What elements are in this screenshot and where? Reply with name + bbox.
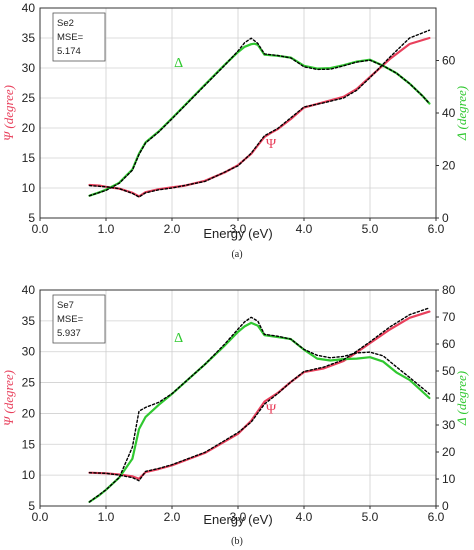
y-right-tick-label: 50 — [442, 364, 456, 378]
y-left-tick-label: 25 — [22, 376, 36, 390]
legend-frame — [52, 294, 106, 344]
y-left-tick-label: 10 — [22, 181, 36, 195]
x-tick-label: 5.0 — [362, 222, 379, 236]
delta-label: Δ — [174, 331, 183, 346]
legend-line: MSE= — [57, 32, 84, 43]
y-left-axis-title: Ψ (degree) — [1, 85, 16, 141]
x-tick-label: 6.0 — [428, 510, 445, 524]
y-right-tick-label: 10 — [442, 472, 456, 486]
y-left-tick-label: 35 — [22, 314, 36, 328]
y-right-tick-label: 60 — [442, 337, 456, 351]
grid-lines — [39, 289, 437, 507]
chart-panel-b: 0.0 1.0 2.0 3.0 4.0 5.0 6.0 5 10 15 20 25 30 35 40 0 10 2… — [1, 283, 469, 547]
y-left-tick-label: 15 — [22, 151, 36, 165]
series-line-psi — [88, 310, 431, 480]
fit-line-delta — [88, 37, 431, 197]
x-tick-label: 1.0 — [98, 222, 115, 236]
y-left-tick-label: 25 — [22, 91, 36, 105]
delta-label: Δ — [174, 56, 183, 71]
legend-line: Se7 — [57, 300, 74, 311]
y-right-tick-label: 70 — [442, 310, 456, 324]
y-right-tick-label: 40 — [442, 106, 456, 120]
x-tick-label: 4.0 — [296, 222, 313, 236]
x-tick-label: 3.0 — [230, 222, 247, 236]
y-left-tick-label: 40 — [22, 1, 36, 15]
x-tick-label: 3.0 — [230, 510, 247, 524]
y-right-axis-title: Δ (degree) — [454, 86, 469, 141]
y-left-tick-label: 20 — [22, 406, 36, 420]
x-tick-label: 5.0 — [362, 510, 379, 524]
legend-box: Se2 MSE= 5.174 — [52, 12, 106, 62]
fit-line-psi — [88, 307, 431, 482]
y-right-tick-label: 80 — [442, 283, 456, 297]
x-tick-label: 4.0 — [296, 510, 313, 524]
legend-frame — [52, 12, 106, 62]
y-right-tick-label: 30 — [442, 418, 456, 432]
panel-caption: (b) — [231, 536, 243, 547]
y-right-axis-title: Δ (degree) — [454, 371, 469, 426]
y-right-tick-label: 60 — [442, 54, 456, 68]
x-tick-label: 2.0 — [164, 222, 181, 236]
x-axis-title: Energy (eV) — [203, 226, 272, 241]
y-right-tick-label: 20 — [442, 159, 456, 173]
x-tick-label: 1.0 — [98, 510, 115, 524]
x-tick-label: 0.0 — [32, 222, 49, 236]
series-line-delta — [88, 321, 431, 503]
y-left-tick-label: 35 — [22, 31, 36, 45]
legend-line: Se2 — [57, 18, 74, 29]
psi-label: Ψ — [266, 137, 277, 152]
x-tick-label: 2.0 — [164, 510, 181, 524]
legend-box: Se7 MSE= 5.937 — [52, 294, 106, 344]
y-left-tick-label: 15 — [22, 437, 36, 451]
fit-line-delta — [88, 316, 431, 503]
y-left-tick-label: 30 — [22, 61, 36, 75]
x-tick-label: 0.0 — [32, 510, 49, 524]
y-left-tick-label: 10 — [22, 468, 36, 482]
panel-caption: (a) — [231, 249, 242, 260]
y-right-tick-label: 20 — [442, 445, 456, 459]
legend-line: 5.174 — [57, 46, 81, 57]
legend-line: MSE= — [57, 314, 84, 325]
y-right-tick-label: 0 — [442, 499, 449, 513]
y-left-tick-label: 30 — [22, 345, 36, 359]
legend-line: 5.937 — [57, 328, 81, 339]
y-right-tick-label: 40 — [442, 391, 456, 405]
fit-line-psi — [88, 29, 431, 198]
chart-panel-a: 0.0 1.0 2.0 3.0 4.0 5.0 6.0 5 10 15 20 25 30 35 40 0 20 4… — [1, 1, 469, 260]
x-axis-title: Energy (eV) — [203, 512, 272, 527]
y-left-tick-label: 20 — [22, 121, 36, 135]
y-left-tick-label: 5 — [28, 211, 35, 225]
y-left-tick-label: 5 — [28, 499, 35, 513]
y-right-tick-label: 0 — [442, 211, 449, 225]
y-left-axis-title: Ψ (degree) — [1, 370, 16, 426]
x-tick-label: 6.0 — [428, 222, 445, 236]
y-left-tick-label: 40 — [22, 283, 36, 297]
psi-label: Ψ — [266, 402, 277, 417]
